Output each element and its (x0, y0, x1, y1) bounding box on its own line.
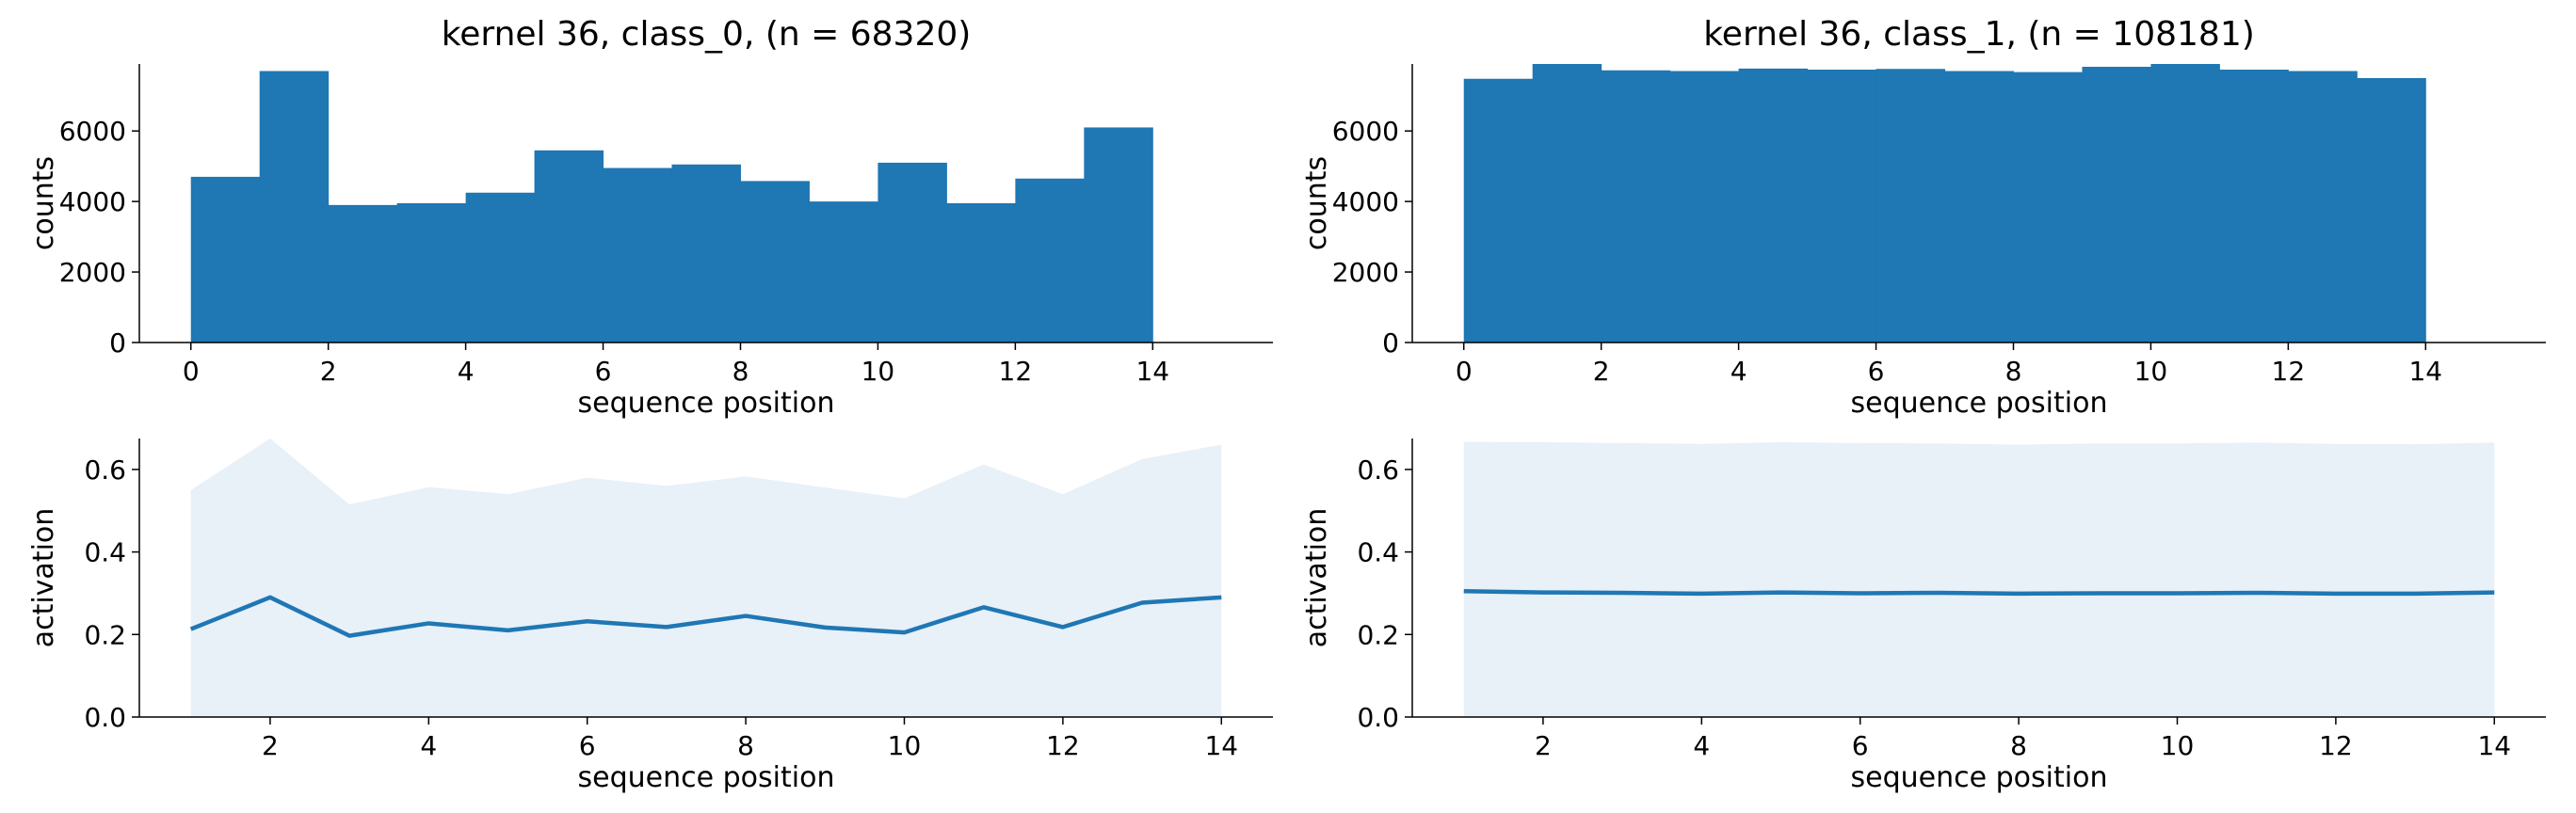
x-tick-label: 10 (2134, 356, 2168, 387)
y-tick-label: 0.0 (84, 702, 126, 733)
y-tick-label: 0.2 (84, 619, 126, 650)
chart-title: kernel 36, class_1, (n = 108181) (1703, 15, 2255, 54)
y-tick-label: 0.4 (84, 537, 126, 568)
y-tick-label: 2000 (59, 257, 126, 288)
x-tick-label: 10 (861, 356, 895, 387)
y-tick-label: 4000 (1332, 186, 1399, 217)
histogram-bar (946, 203, 1016, 343)
histogram-bar (2288, 71, 2358, 343)
x-tick-label: 4 (420, 730, 437, 761)
x-tick-label: 4 (1693, 730, 1710, 761)
histogram-bar (1532, 64, 1602, 343)
mean-activation-line (189, 595, 1222, 638)
x-tick-label: 0 (183, 356, 200, 387)
panel-3: 2 4 6 8 10 12 14 0.0 0.2 0.4 0.6 sequence position a… (27, 438, 1273, 794)
y-tick-label: 6000 (1332, 116, 1399, 147)
x-tick-label: 10 (888, 730, 922, 761)
histogram-bar (1463, 78, 1534, 343)
histogram-bar (603, 167, 673, 343)
chart-title: kernel 36, class_0, (n = 68320) (442, 15, 972, 54)
x-tick-label: 14 (2477, 730, 2511, 761)
x-tick-label: 6 (595, 356, 612, 387)
y-tick-label: 0.2 (1357, 619, 1399, 650)
y-tick-label: 2000 (1332, 257, 1399, 288)
y-tick-label: 0.0 (1357, 702, 1399, 733)
histogram-bar (671, 164, 741, 343)
x-axis-label: sequence position (578, 761, 835, 794)
histogram-bar (877, 162, 947, 343)
y-axis-label: activation (1300, 508, 1333, 648)
x-tick-label: 14 (1204, 730, 1238, 761)
y-tick-label: 0.4 (1357, 537, 1399, 568)
histogram-bar (2357, 77, 2426, 343)
y-axis-label: counts (1300, 156, 1333, 250)
y-axis-label: activation (27, 508, 60, 648)
histogram-bar (1738, 68, 1809, 343)
x-tick-label: 12 (1046, 730, 1080, 761)
panel-1: 0 2 4 6 8 10 12 14 0 2000 4000 6000 sequence positio… (27, 15, 1273, 420)
panel-2: 0 2 4 6 8 10 12 14 0 2000 4000 6000 sequence positio… (1300, 15, 2546, 420)
histogram-bar (259, 71, 330, 343)
y-tick-label: 6000 (59, 116, 126, 147)
x-tick-label: 4 (458, 356, 475, 387)
x-tick-label: 2 (262, 730, 279, 761)
histogram-bar (1944, 71, 2014, 343)
x-tick-label: 8 (737, 730, 754, 761)
x-tick-label: 8 (2005, 356, 2022, 387)
x-tick-label: 8 (2010, 730, 2027, 761)
histogram-bar (328, 204, 398, 343)
panel-4: 2 4 6 8 10 12 14 0.0 0.2 0.4 0.6 sequence position a… (1300, 438, 2546, 794)
x-tick-label: 14 (2408, 356, 2442, 387)
histogram-bar (2150, 64, 2220, 343)
histogram-bar (190, 176, 261, 343)
histogram-bar (2013, 72, 2083, 343)
x-tick-label: 14 (1135, 356, 1169, 387)
histogram-bar (809, 201, 878, 343)
x-tick-label: 12 (2272, 356, 2306, 387)
x-tick-label: 2 (1535, 730, 1552, 761)
activation-band (1463, 441, 2495, 717)
x-tick-label: 6 (1868, 356, 1885, 387)
mean-activation-line (1463, 589, 2495, 597)
y-tick-label: 0.6 (1357, 454, 1399, 486)
histogram-bar (396, 203, 467, 343)
y-tick-label: 4000 (59, 186, 126, 217)
histogram-bar (1601, 70, 1671, 343)
histogram-bar (740, 181, 810, 343)
x-axis-label: sequence position (1851, 387, 2108, 420)
activation-band (190, 438, 1222, 717)
histogram-bar (534, 150, 604, 343)
histogram-bar (2219, 69, 2289, 343)
histogram-bar (1876, 69, 1946, 343)
x-tick-label: 0 (1456, 356, 1473, 387)
x-tick-label: 2 (1593, 356, 1610, 387)
histogram-bar (1084, 127, 1153, 343)
histogram-bar (1015, 178, 1085, 343)
histogram-bar (1807, 69, 1877, 343)
x-axis-label: sequence position (1851, 761, 2108, 794)
x-tick-label: 10 (2161, 730, 2195, 761)
x-tick-label: 12 (2319, 730, 2353, 761)
y-tick-label: 0 (109, 327, 126, 359)
x-tick-label: 12 (999, 356, 1033, 387)
x-tick-label: 4 (1731, 356, 1747, 387)
x-axis-label: sequence position (578, 387, 835, 420)
histogram-bar (465, 192, 536, 343)
histogram-bar (1669, 71, 1740, 343)
x-tick-label: 6 (1852, 730, 1869, 761)
x-tick-label: 2 (320, 356, 337, 387)
y-tick-label: 0.6 (84, 454, 126, 486)
y-tick-label: 0 (1382, 327, 1399, 359)
x-tick-label: 6 (579, 730, 596, 761)
x-tick-label: 8 (733, 356, 749, 387)
y-axis-label: counts (27, 156, 60, 250)
histogram-bar (2082, 66, 2151, 343)
